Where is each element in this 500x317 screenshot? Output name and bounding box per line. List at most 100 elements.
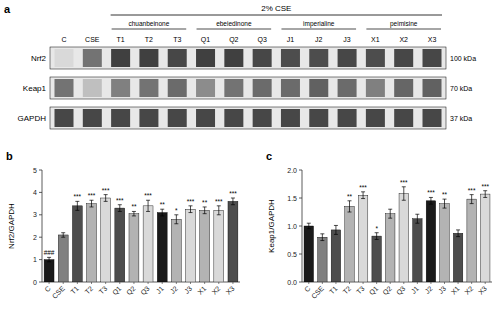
lane-label: CSE xyxy=(85,36,100,43)
error-cap xyxy=(443,199,447,200)
error-cap xyxy=(443,208,447,209)
protein-label: GAPDH xyxy=(18,114,47,123)
bar xyxy=(385,214,395,282)
error-cap xyxy=(334,225,338,226)
error-bar xyxy=(90,200,94,207)
lane-label: C xyxy=(61,36,66,43)
bar xyxy=(467,199,477,282)
error-bar xyxy=(61,233,65,237)
x-tick xyxy=(308,282,309,284)
x-tick xyxy=(363,282,364,284)
error-bar xyxy=(160,209,164,216)
annotation: *** xyxy=(215,198,223,205)
error-cap xyxy=(361,191,365,192)
panel-label: a xyxy=(4,3,11,15)
y-tick xyxy=(39,170,42,171)
error-bar xyxy=(174,215,178,224)
error-bar xyxy=(470,195,474,204)
y-tick xyxy=(299,282,302,283)
bar xyxy=(358,195,368,282)
x-tick-label: J3 xyxy=(437,285,447,295)
x-tick xyxy=(119,282,120,284)
error-cap xyxy=(146,200,150,201)
y-tick xyxy=(39,214,42,215)
x-tick-label: J2 xyxy=(169,285,179,295)
bar xyxy=(115,208,125,282)
error-cap xyxy=(334,234,338,235)
annotation: *** xyxy=(144,192,152,199)
y-tick xyxy=(39,192,42,193)
bar xyxy=(318,237,328,282)
band xyxy=(423,109,442,127)
x-tick xyxy=(335,282,336,284)
protein-label: Nrf2 xyxy=(31,54,47,63)
title: 2% CSE xyxy=(261,4,291,13)
x-tick-label: X2 xyxy=(210,285,221,296)
error-cap xyxy=(415,223,419,224)
band xyxy=(83,109,102,127)
error-cap xyxy=(348,212,352,213)
y-tick-label: 4 xyxy=(33,189,37,196)
lane-label: T3 xyxy=(173,36,181,43)
x-tick xyxy=(390,282,391,284)
title-bracket xyxy=(111,15,442,16)
band xyxy=(168,49,187,67)
x-tick-label: Q3 xyxy=(139,285,151,297)
annotation: ### xyxy=(44,249,55,256)
annotation: ** xyxy=(160,201,166,208)
x-tick xyxy=(77,282,78,284)
band xyxy=(281,109,300,127)
x-tick-label: X2 xyxy=(463,285,474,296)
error-bar xyxy=(402,187,406,200)
y-tick-label: 2.0 xyxy=(287,167,297,174)
y-tick-label: 0.5 xyxy=(287,251,297,258)
protein-label: Keap1 xyxy=(23,84,47,93)
x-tick xyxy=(91,282,92,284)
bar xyxy=(372,236,382,282)
error-line xyxy=(119,205,120,212)
error-line xyxy=(204,207,205,214)
bar xyxy=(58,235,68,282)
band xyxy=(168,109,187,127)
band xyxy=(224,79,243,97)
y-tick xyxy=(39,282,42,283)
group-label: imperialine xyxy=(303,20,335,28)
error-cap xyxy=(47,261,51,262)
bar-panel: b012345Nrf2/GAPDH###********************… xyxy=(6,150,240,300)
x-tick-label: Q1 xyxy=(111,285,123,297)
x-tick-label: T3 xyxy=(98,285,109,296)
error-cap xyxy=(104,201,108,202)
error-bar xyxy=(429,197,433,204)
error-line xyxy=(133,211,134,215)
bar xyxy=(304,226,314,282)
band xyxy=(338,49,357,67)
annotation: *** xyxy=(359,184,367,191)
band xyxy=(253,79,272,97)
error-line xyxy=(471,195,472,204)
x-tick xyxy=(232,282,233,284)
bar xyxy=(87,204,97,282)
x-tick xyxy=(322,282,323,284)
x-axis xyxy=(42,282,240,283)
y-axis-label: Keap1/GAPDH xyxy=(267,199,276,253)
band xyxy=(366,79,385,97)
band xyxy=(55,79,74,97)
band xyxy=(196,109,215,127)
x-tick-label: C xyxy=(303,285,312,294)
y-tick xyxy=(299,170,302,171)
error-bar xyxy=(118,205,122,212)
error-cap xyxy=(132,211,136,212)
bar xyxy=(200,210,210,282)
band xyxy=(139,109,158,127)
error-cap xyxy=(174,223,178,224)
band xyxy=(55,109,74,127)
x-tick xyxy=(458,282,459,284)
blot-strip xyxy=(50,47,446,69)
band xyxy=(83,49,102,67)
error-cap xyxy=(483,190,487,191)
group-bracket xyxy=(366,29,441,30)
error-bar xyxy=(348,201,352,212)
y-tick xyxy=(299,198,302,199)
x-tick-label: X1 xyxy=(196,285,207,296)
error-cap xyxy=(75,201,79,202)
